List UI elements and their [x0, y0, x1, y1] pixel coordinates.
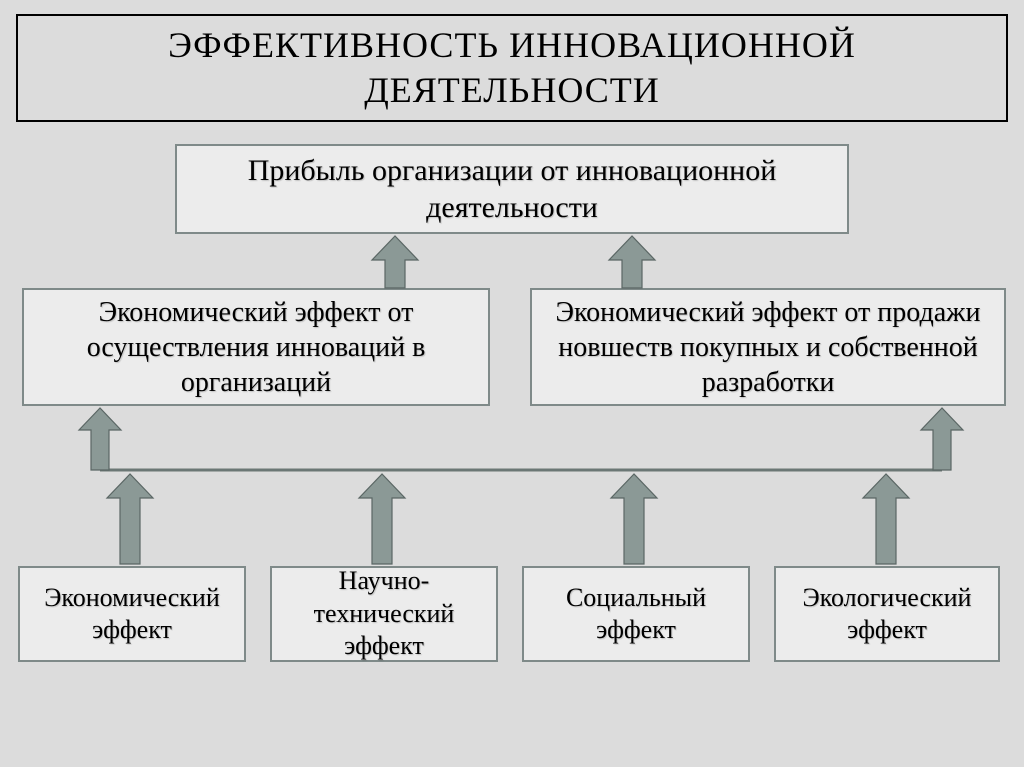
- economic-effect-implementation-node: Экономический эффект от осуществления ин…: [22, 288, 490, 406]
- ecological-effect-node: Экологический эффект: [774, 566, 1000, 662]
- social-effect-node: Социальный эффект: [522, 566, 750, 662]
- economic-effect-node: Экономический эффект: [18, 566, 246, 662]
- profit-node: Прибыль организации от инновационной дея…: [175, 144, 849, 234]
- diagram-title: ЭФФЕКТИВНОСТЬ ИННОВАЦИОННОЙ ДЕЯТЕЛЬНОСТИ: [16, 14, 1008, 122]
- scientific-technical-effect-node: Научно-технический эффект: [270, 566, 498, 662]
- economic-effect-sales-node: Экономический эффект от продажи новшеств…: [530, 288, 1006, 406]
